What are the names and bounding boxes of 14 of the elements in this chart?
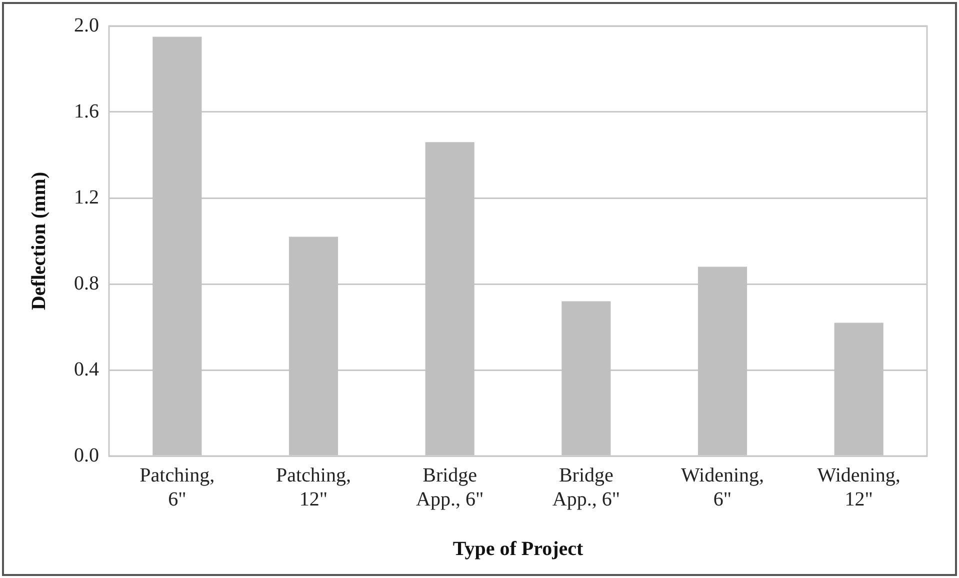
x-tick-label: Bridge App., 6" xyxy=(416,464,484,510)
x-tick-label: Bridge App., 6" xyxy=(552,464,620,510)
y-tick-label: 2.0 xyxy=(74,14,99,36)
x-tick-label: Widening, 6" xyxy=(680,464,764,510)
y-tick-label: 1.2 xyxy=(74,186,99,208)
y-tick-label: 0.0 xyxy=(74,444,99,466)
x-tick-label: Patching, 12" xyxy=(276,464,351,510)
y-tick-label: 0.4 xyxy=(74,358,99,380)
y-tick-label: 1.6 xyxy=(74,100,99,122)
x-axis-title: Type of Project xyxy=(452,538,584,560)
x-tick-label: Widening, 12" xyxy=(817,464,900,510)
x-tick-label: Patching, 6" xyxy=(140,464,215,510)
y-tick-label: 0.8 xyxy=(74,272,99,294)
y-axis-title: Deflection (mm) xyxy=(28,172,50,310)
